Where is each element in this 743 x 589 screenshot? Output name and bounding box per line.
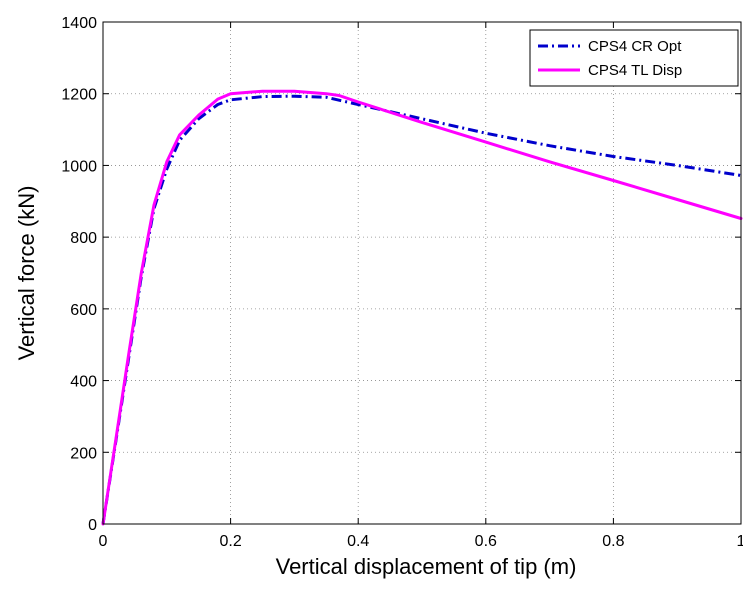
series-line-cps4-tl-disp: [101, 89, 743, 526]
y-tick-label: 0: [88, 517, 97, 534]
x-tick-label: 0.4: [347, 533, 369, 550]
y-tick-label: 1200: [61, 87, 97, 104]
x-tick-label: 1: [737, 533, 743, 550]
x-tick-label: 0: [99, 533, 108, 550]
series-line-cps4-cr-opt: [101, 94, 742, 525]
x-tick-label: 0.6: [475, 533, 497, 550]
x-axis-title: Vertical displacement of tip (m): [276, 554, 577, 579]
legend-label: CPS4 CR Opt: [588, 38, 682, 55]
y-tick-label: 600: [70, 302, 97, 319]
y-axis-title: Vertical force (kN): [14, 186, 39, 361]
series-layer: [101, 89, 743, 526]
plot-frame: [102, 21, 742, 525]
tick-layer: 0 0.2 0.4 0.6 0.8 1 0 200 400 600 800 1000 1200 1400: [61, 15, 743, 550]
legend-label: CPS4 TL Disp: [588, 62, 682, 79]
y-tick-label: 200: [70, 445, 97, 462]
legend-box: [529, 29, 739, 87]
legend: CPS4 CR Opt CPS4 TL Disp: [529, 29, 739, 87]
x-tick-label: 0.2: [219, 533, 241, 550]
y-tick-label: 1400: [61, 15, 97, 32]
y-tick-label: 400: [70, 374, 97, 391]
x-tick-label: 0.8: [602, 533, 624, 550]
grid-layer: [103, 22, 741, 524]
y-tick-label: 1000: [61, 158, 97, 175]
y-tick-label: 800: [70, 230, 97, 247]
